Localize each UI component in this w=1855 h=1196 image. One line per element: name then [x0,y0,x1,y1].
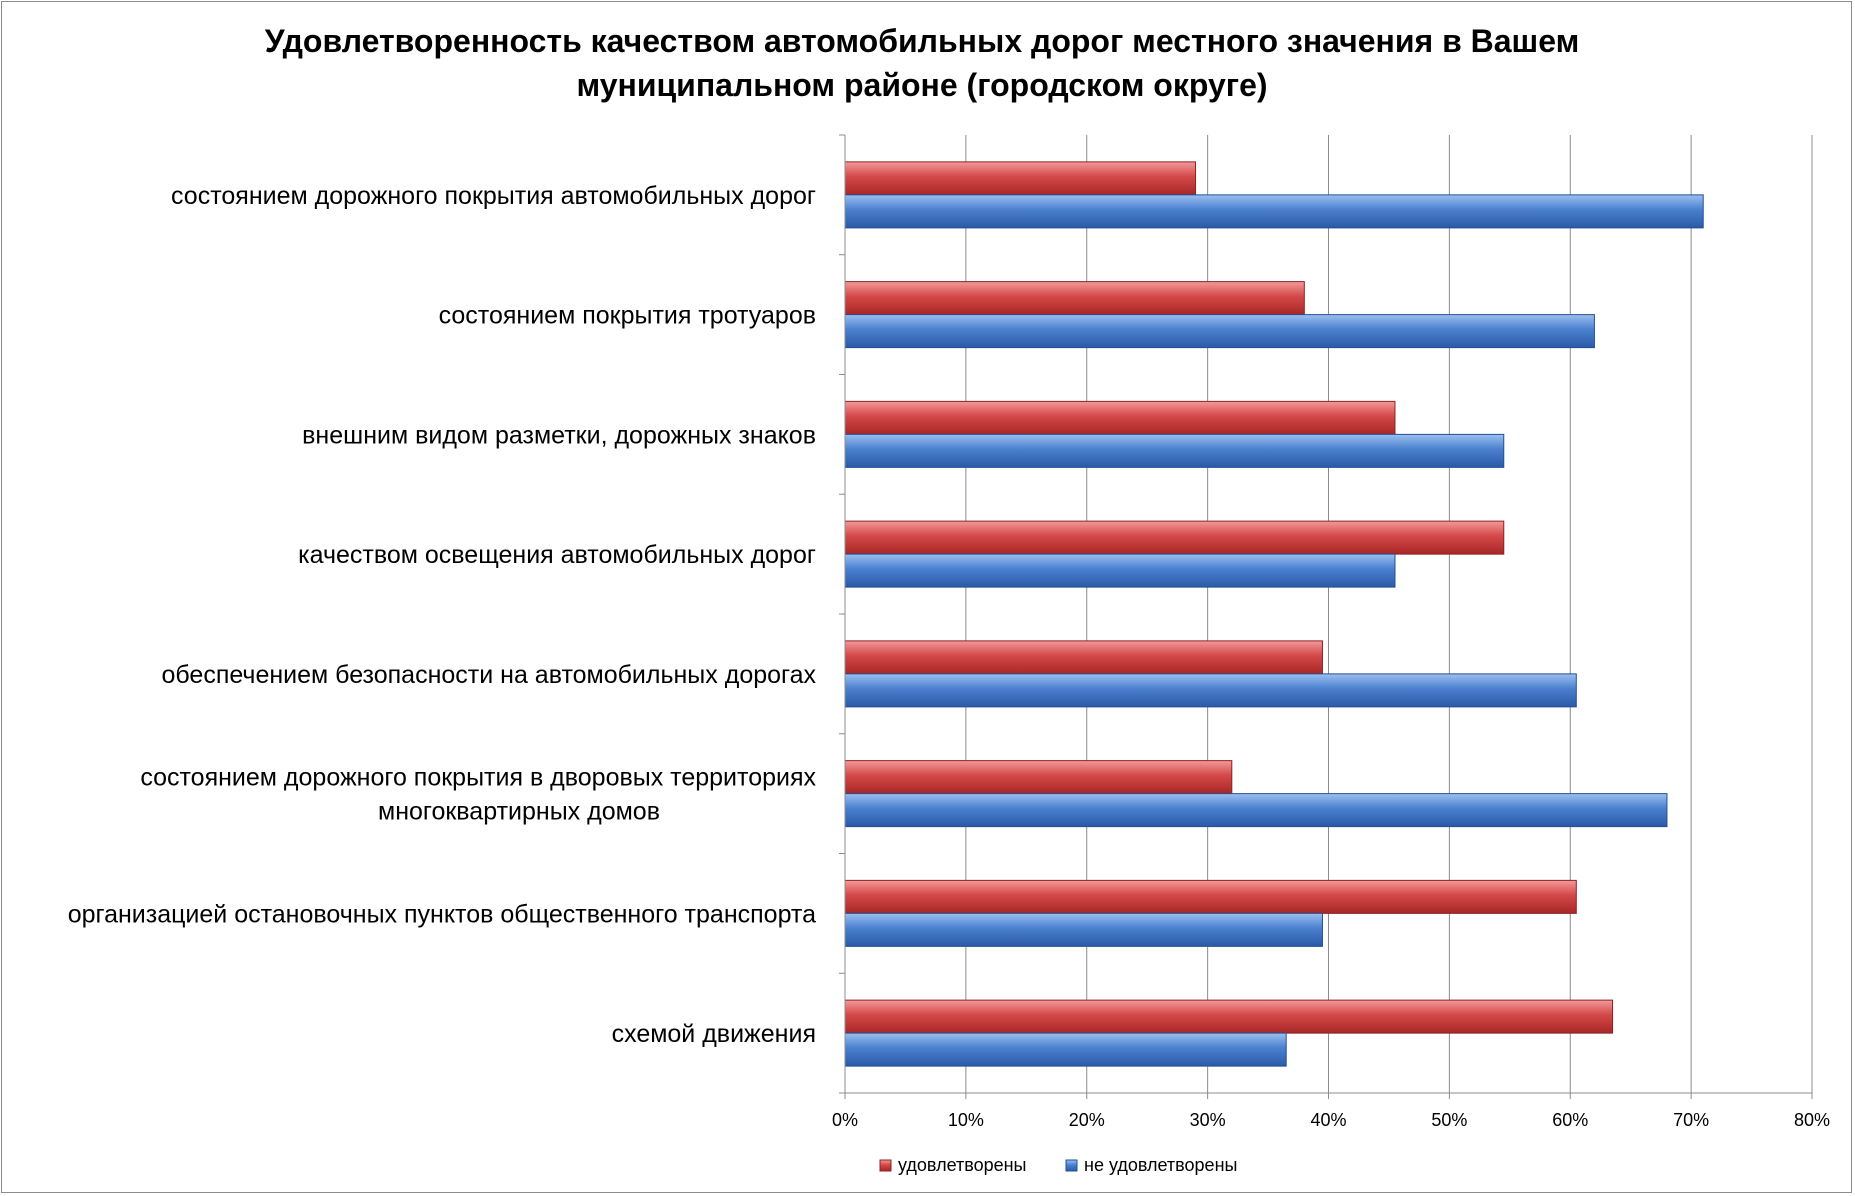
x-tick-labels: 0% 10% 20% 30% 40% 50% 60% 70% 80% [832,1110,1830,1130]
axes [839,134,1813,1099]
x-tick-label: 40% [1310,1110,1346,1130]
bar-not-satisfied [844,793,1668,828]
x-tick-label: 10% [948,1110,984,1130]
bar-not-satisfied [844,553,1396,588]
category-label: качеством освещения автомобильных дорог [298,541,816,569]
bar-not-satisfied [844,433,1505,468]
bar-not-satisfied [844,1032,1287,1067]
x-tick-label: 30% [1190,1110,1226,1130]
x-tick-label: 20% [1069,1110,1105,1130]
bar-not-satisfied [844,912,1323,947]
x-tick-label: 80% [1794,1110,1830,1130]
bars [844,161,1704,1067]
x-tick-label: 0% [832,1110,858,1130]
x-tick-label: 60% [1552,1110,1588,1130]
bar-satisfied [844,400,1396,435]
legend-label: удовлетворены [898,1155,1027,1175]
bar-satisfied [844,640,1323,675]
legend-swatch [1065,1159,1078,1172]
legend-swatch [879,1159,892,1172]
bar-not-satisfied [844,314,1595,349]
bar-satisfied [844,161,1197,196]
chart-title-line: муниципальном районе (городском округе) [576,67,1267,103]
legend: удовлетворены не удовлетворены [879,1155,1237,1175]
legend-label: не удовлетворены [1084,1155,1237,1175]
category-labels: состоянием дорожного покрытия автомобиль… [68,182,817,1048]
bar-satisfied [844,520,1505,555]
category-label: обеспечением безопасности на автомобильн… [161,661,816,689]
category-label: внешним видом разметки, дорожных знаков [302,421,816,449]
x-tick-label: 70% [1673,1110,1709,1130]
gridlines [844,135,1813,1093]
bar-not-satisfied [844,673,1577,708]
category-label: организацией остановочных пунктов общест… [68,900,816,928]
chart-title: Удовлетворенность качеством автомобильны… [265,23,1580,103]
bar-satisfied [844,879,1577,914]
category-label: состоянием дорожного покрытия автомобиль… [171,182,816,210]
bar-satisfied [844,760,1233,795]
category-label: состоянием покрытия тротуаров [439,302,816,330]
x-tick-label: 50% [1431,1110,1467,1130]
chart-title-line: Удовлетворенность качеством автомобильны… [265,23,1580,59]
bar-not-satisfied [844,194,1704,229]
bar-satisfied [844,999,1614,1034]
category-label: состоянием дорожного покрытия в дворовых… [140,764,816,792]
category-label: схемой движения [612,1020,816,1048]
category-label: многоквартирных домов [378,798,660,826]
bar-satisfied [844,281,1305,316]
